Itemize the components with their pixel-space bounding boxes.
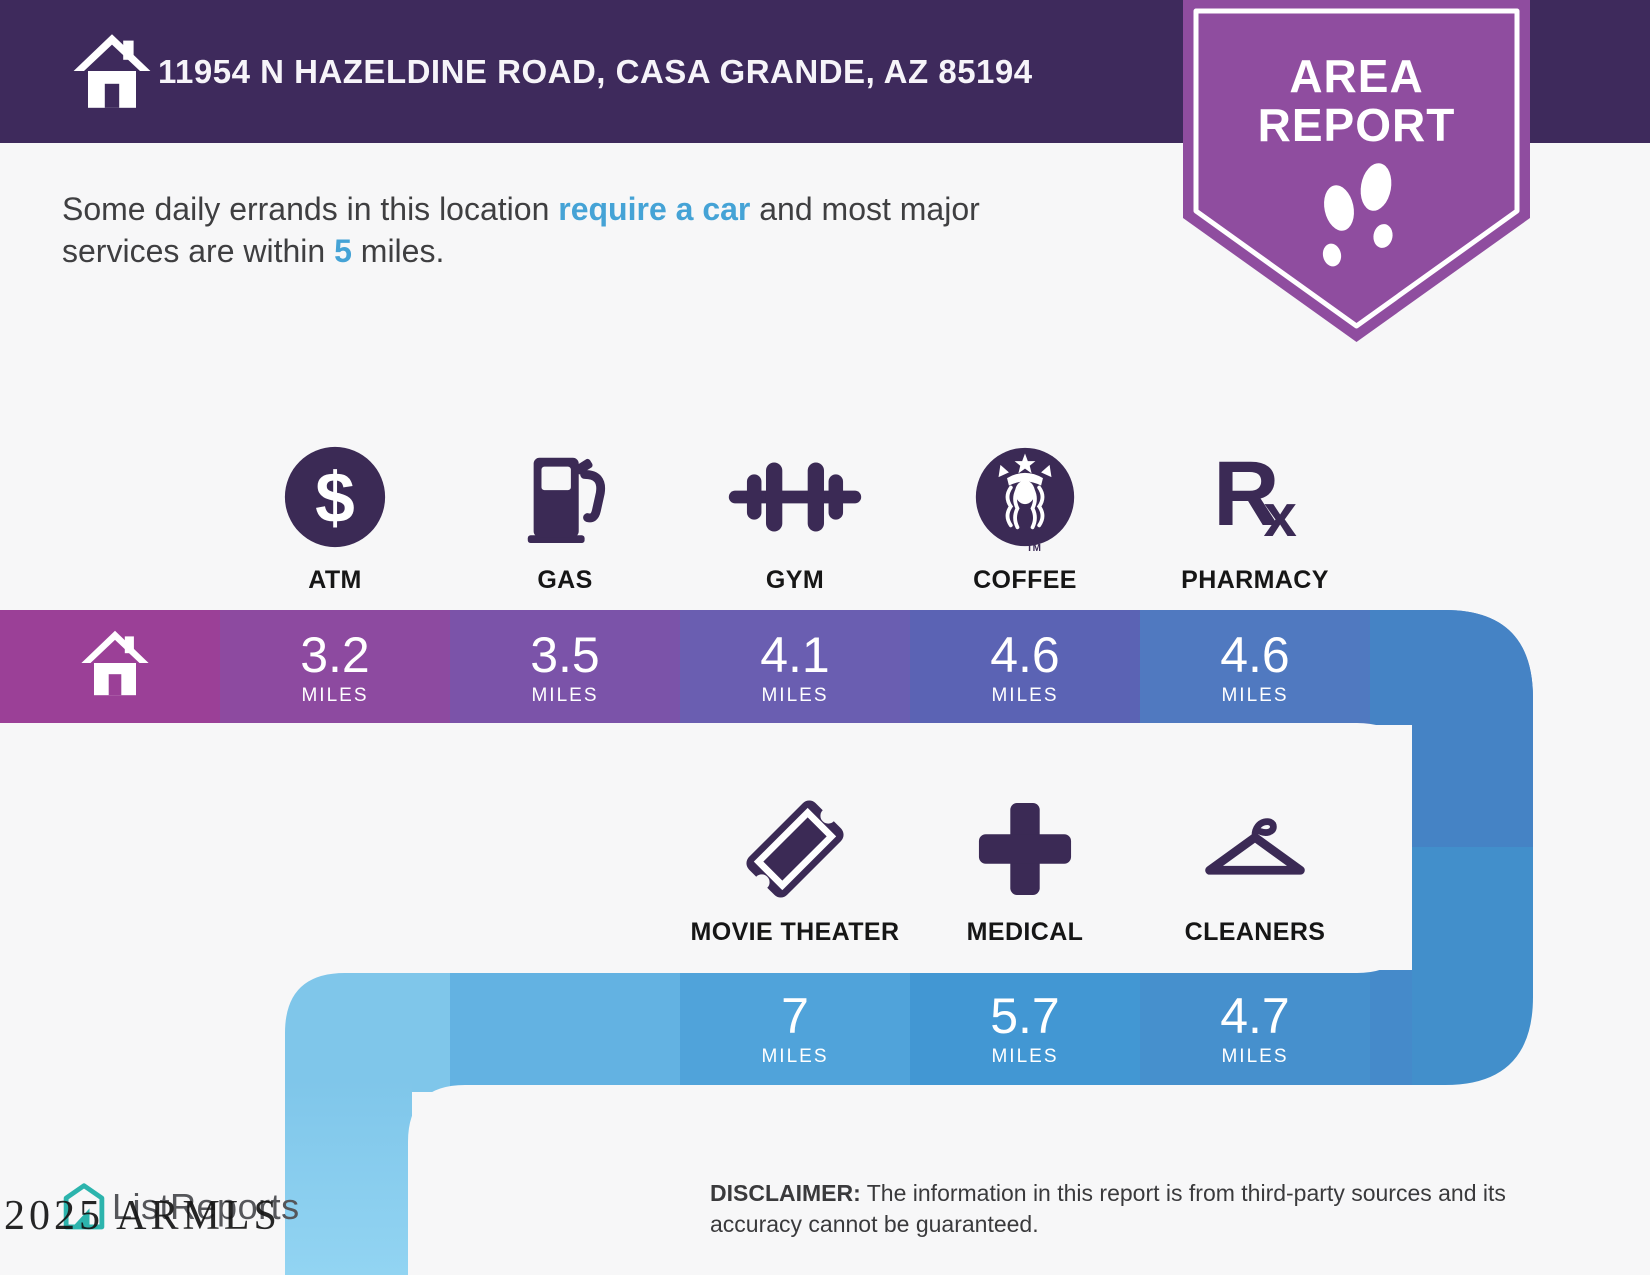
watermark: 2025 ARMLS (4, 1193, 281, 1239)
intro-part1: Some daily errands in this location (62, 191, 559, 227)
house-logo-icon (63, 1183, 105, 1230)
distance-unit: MILES (531, 685, 599, 706)
svg-text:$: $ (315, 458, 355, 538)
snake-segments (0, 610, 1533, 1275)
distance-value: 3.2 (300, 627, 370, 683)
distance-atm: 3.2 MILES (220, 613, 450, 723)
amenity-label: ATM (308, 566, 362, 594)
distance-pharmacy: 4.6 MILES (1140, 613, 1370, 723)
hanger-icon (1205, 818, 1305, 875)
amenity-column-pharmacy: R x PHARMACY (1140, 438, 1370, 595)
distance-unit: MILES (761, 685, 829, 706)
amenity-label: GAS (537, 566, 593, 594)
intro-highlight-miles: 5 (334, 233, 352, 270)
distance-cleaners: 4.7 MILES (1140, 972, 1370, 1085)
amenity-column-movie: MOVIE THEATER (680, 790, 910, 947)
dumbbell-icon (728, 462, 862, 532)
home-icon (73, 34, 151, 108)
brand-text: ListReports (112, 1186, 300, 1227)
intro-text: Some daily errands in this location requ… (62, 188, 1122, 272)
distance-unit: MILES (1221, 685, 1289, 706)
distance-value: 4.6 (1220, 627, 1290, 683)
distance-value: 4.7 (1220, 987, 1290, 1044)
intro-part4: miles. (351, 233, 445, 270)
area-report-badge (1183, 0, 1530, 342)
distance-gas: 3.5 MILES (450, 613, 680, 723)
amenity-column-medical: MEDICAL (910, 790, 1140, 947)
intro-highlight-car: require a car (558, 191, 751, 227)
distance-value: 3.5 (530, 627, 600, 683)
distance-gym: 4.1 MILES (680, 613, 910, 723)
distance-value: 4.6 (990, 627, 1060, 683)
amenity-label: GYM (765, 566, 825, 594)
atm-dollar-icon: $ (284, 446, 386, 548)
distance-unit: MILES (1221, 1045, 1289, 1067)
gas-pump-icon (527, 457, 606, 544)
amenity-label: MOVIE THEATER (690, 918, 900, 946)
distance-value: 7 (781, 987, 809, 1044)
distance-unit: MILES (991, 1045, 1059, 1067)
disclaimer-label: DISCLAIMER: (710, 1180, 861, 1206)
distance-movie: 7 MILES (680, 972, 910, 1085)
home-marker-icon (81, 630, 149, 696)
medical-cross-icon (978, 802, 1072, 896)
distance-value: 5.7 (990, 987, 1060, 1044)
distance-unit: MILES (991, 685, 1059, 706)
amenity-label: COFFEE (973, 566, 1077, 594)
footprints-icon (1322, 163, 1393, 267)
amenity-label: PHARMACY (1181, 566, 1329, 594)
intro-part2: and most major (750, 191, 980, 227)
amenity-column-atm: $ ATM (220, 438, 450, 595)
amenity-label: CLEANERS (1184, 918, 1326, 946)
disclaimer-text: DISCLAIMER: The information in this repo… (710, 1178, 1650, 1239)
amenity-column-gas: GAS (450, 438, 680, 595)
disclaimer-line2: accuracy cannot be guaranteed. (710, 1210, 1039, 1237)
listreports-logo: ListReports (62, 1180, 300, 1234)
badge-title: AREA REPORT (1183, 52, 1530, 150)
property-address: 11954 N HAZELDINE ROAD, CASA GRANDE, AZ … (158, 53, 1033, 90)
amenity-column-cleaners: CLEANERS (1140, 790, 1370, 947)
intro-part3: services are within (62, 233, 335, 270)
distance-unit: MILES (301, 685, 369, 706)
distance-value: 4.1 (760, 627, 830, 683)
coffee-siren-icon (975, 447, 1075, 547)
disclaimer-line1: The information in this report is from t… (860, 1180, 1506, 1206)
amenity-column-coffee: TM COFFEE (910, 438, 1140, 595)
ticket-icon (746, 800, 844, 898)
rx-icon: R x (1213, 443, 1297, 549)
distance-medical: 5.7 MILES (910, 972, 1140, 1085)
distance-unit: MILES (761, 1045, 829, 1067)
amenity-label: MEDICAL (966, 918, 1084, 946)
trademark-mark: TM (1026, 543, 1041, 554)
badge-title-line2: REPORT (1257, 99, 1456, 151)
badge-title-line1: AREA (1289, 50, 1424, 102)
amenity-column-gym: GYM (680, 438, 910, 595)
distance-coffee: 4.6 MILES (910, 613, 1140, 723)
